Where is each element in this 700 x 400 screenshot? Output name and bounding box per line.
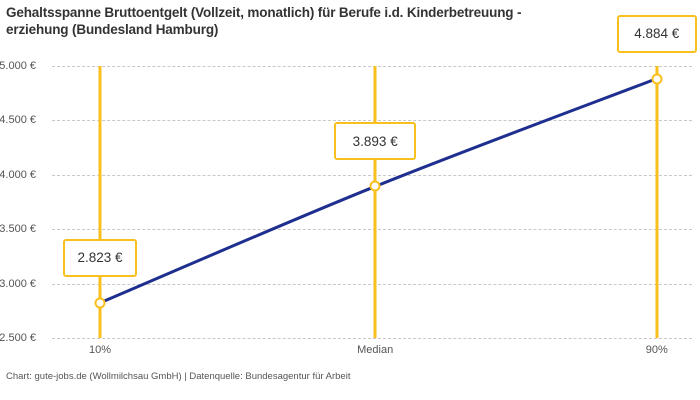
y-axis-tick-label: 2.500 € <box>0 332 36 344</box>
y-axis-tick-label: 4.500 € <box>0 114 36 127</box>
y-axis-tick-label: 3.500 € <box>0 223 36 236</box>
percentile-rule-3 <box>655 66 659 338</box>
gridline <box>52 338 692 339</box>
x-axis-tick-label: 10% <box>88 344 112 356</box>
percentile-rule-2 <box>373 66 377 338</box>
value-callout-median: 3.893 € <box>334 122 417 161</box>
y-axis-tick-label: 4.000 € <box>0 168 36 181</box>
chart-source-footer: Chart: gute-jobs.de (Wollmilchsau GmbH) … <box>6 371 351 382</box>
percentile-rule-1 <box>98 66 102 338</box>
data-point-median[interactable] <box>369 180 381 192</box>
data-point-90-[interactable] <box>651 73 663 85</box>
gridline <box>52 283 692 285</box>
x-axis-tick-label: Median <box>357 344 394 356</box>
gridline <box>52 174 692 176</box>
value-callout-90-: 4.884 € <box>616 14 697 53</box>
x-axis-tick-label: 90% <box>645 344 668 356</box>
page-title: Gehaltsspanne Bruttoentgelt (Vollzeit, m… <box>6 5 522 37</box>
series-line <box>98 77 659 305</box>
plot-area: 5.000 € 4.500 € 4.000 € 3.500 € 3.000 € 2.500… <box>0 60 692 356</box>
gridline <box>52 66 692 67</box>
gridline <box>52 229 692 231</box>
y-axis-tick-label: 3.000 € <box>0 277 36 290</box>
data-point-10-[interactable] <box>94 297 106 309</box>
y-axis-tick-label: 5.000 € <box>0 60 36 72</box>
gridline <box>52 120 692 122</box>
value-callout-10-: 2.823 € <box>63 238 137 277</box>
